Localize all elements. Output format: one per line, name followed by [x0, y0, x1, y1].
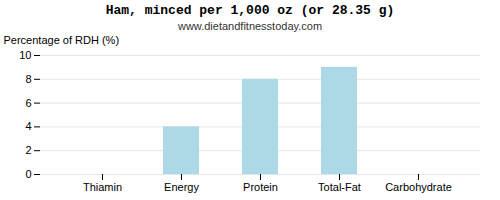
svg-text:Total-Fat: Total-Fat: [318, 181, 361, 193]
svg-text:4: 4: [25, 120, 31, 132]
svg-text:8: 8: [25, 73, 31, 85]
svg-text:Thiamin: Thiamin: [83, 181, 122, 193]
svg-text:6: 6: [25, 97, 31, 109]
svg-text:10: 10: [19, 49, 31, 61]
svg-text:2: 2: [25, 144, 31, 156]
svg-text:Carbohydrate: Carbohydrate: [385, 181, 452, 193]
svg-text:0: 0: [25, 168, 31, 180]
html-text:Ham, minced per 1,000 oz (or 2: Ham, minced per 1,000 oz (or 28.35 g): [105, 3, 395, 18]
svg-text:Percentage of RDH (%): Percentage of RDH (%): [4, 34, 120, 46]
svg-text:Energy: Energy: [164, 181, 199, 193]
svg-text:Protein: Protein: [243, 181, 278, 193]
html-text:www.dietandfitnesstoday.com: www.dietandfitnesstoday.com: [178, 20, 322, 32]
